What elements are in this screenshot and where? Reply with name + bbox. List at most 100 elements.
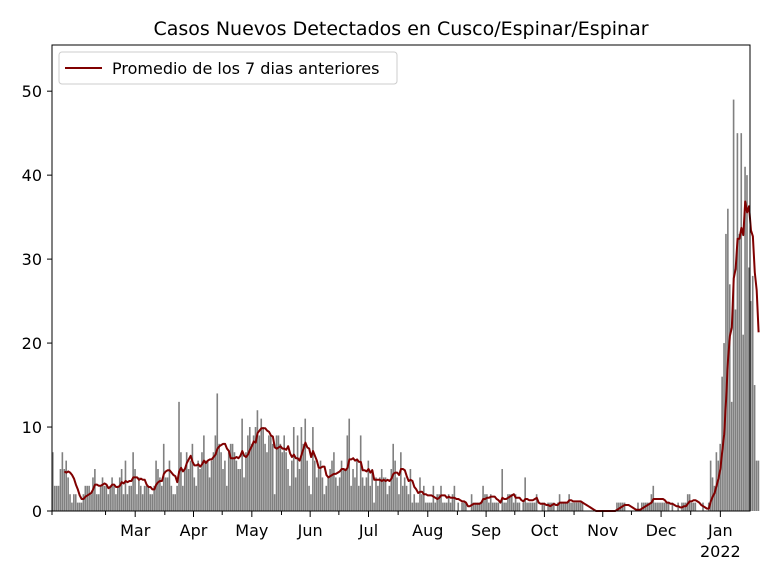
bar-day-166 bbox=[367, 460, 370, 511]
bar-day-19 bbox=[86, 485, 89, 511]
y-tick-label-20: 20 bbox=[22, 334, 42, 353]
bar-day-196 bbox=[424, 502, 427, 511]
bar-day-274 bbox=[574, 502, 576, 511]
bar-day-129 bbox=[296, 435, 299, 511]
legend-label: Promedio de los 7 dias anteriores bbox=[112, 59, 379, 78]
bar-day-149 bbox=[335, 477, 337, 511]
bar-day-5 bbox=[59, 469, 62, 511]
bar-day-98 bbox=[237, 469, 240, 511]
bar-day-12 bbox=[73, 494, 75, 511]
x-tick-label-jun: Jun bbox=[297, 521, 323, 540]
bar-day-3 bbox=[55, 485, 58, 511]
bar-day-363 bbox=[744, 166, 746, 511]
bar-day-68 bbox=[180, 452, 182, 511]
bar-day-209 bbox=[449, 502, 452, 511]
bar-day-200 bbox=[432, 485, 435, 511]
bar-day-92 bbox=[226, 485, 228, 511]
bar-day-356 bbox=[730, 401, 733, 511]
bar-day-350 bbox=[719, 443, 722, 511]
bar-day-195 bbox=[422, 485, 425, 511]
bar-day-216 bbox=[463, 502, 465, 511]
bar-day-150 bbox=[336, 485, 339, 511]
bar-day-29 bbox=[105, 485, 108, 511]
bar-day-271 bbox=[568, 494, 570, 511]
bar-day-365 bbox=[748, 267, 750, 511]
bar-day-240 bbox=[509, 494, 511, 511]
bar-day-99 bbox=[239, 469, 242, 511]
bar-day-71 bbox=[185, 452, 188, 511]
bar-day-335 bbox=[690, 502, 693, 511]
bar-day-222 bbox=[474, 502, 477, 511]
bar-day-100 bbox=[241, 418, 243, 511]
bar-day-86 bbox=[214, 435, 217, 511]
bar-day-272 bbox=[570, 502, 572, 511]
bar-day-159 bbox=[354, 477, 356, 511]
y-tick-label-0: 0 bbox=[32, 502, 42, 521]
bar-day-367 bbox=[751, 275, 754, 511]
x-tick-label-sep: Sep bbox=[471, 521, 501, 540]
bar-day-44 bbox=[134, 469, 136, 511]
bar-day-121 bbox=[281, 452, 284, 511]
bar-day-160 bbox=[356, 460, 358, 511]
bar-day-134 bbox=[306, 460, 308, 511]
bar-day-182 bbox=[398, 494, 400, 511]
bar-day-206 bbox=[444, 502, 446, 511]
bar-day-105 bbox=[250, 443, 253, 511]
bar-day-173 bbox=[380, 469, 383, 511]
x-tick-label-aug: Aug bbox=[412, 521, 443, 540]
legend-box bbox=[58, 51, 398, 85]
x-axis: Mar Apr May Jun Jul Aug Sep Oct Nov Dec Jan 2022 bbox=[51, 511, 741, 561]
y-tick-label-40: 40 bbox=[22, 166, 42, 185]
bar-day-88 bbox=[218, 443, 220, 511]
bar-day-112 bbox=[264, 443, 266, 511]
bar-day-21 bbox=[90, 494, 92, 511]
bar-day-20 bbox=[88, 485, 90, 511]
bar-day-296 bbox=[616, 502, 618, 511]
bar-day-115 bbox=[270, 435, 272, 511]
bar-day-232 bbox=[493, 502, 496, 511]
bar-day-6 bbox=[61, 452, 64, 511]
bar-day-101 bbox=[243, 477, 245, 511]
bar-day-52 bbox=[149, 494, 152, 511]
bar-day-50 bbox=[145, 485, 148, 511]
bar-day-104 bbox=[248, 427, 251, 511]
bar-day-91 bbox=[224, 460, 226, 511]
bar-day-147 bbox=[331, 460, 333, 511]
bar-day-210 bbox=[451, 494, 454, 511]
bar-day-83 bbox=[208, 477, 211, 511]
bar-day-103 bbox=[247, 435, 249, 511]
bar-day-242 bbox=[512, 502, 515, 511]
bar-day-313 bbox=[648, 502, 651, 511]
bar-day-39 bbox=[124, 460, 127, 511]
bar-day-123 bbox=[285, 452, 287, 511]
bar-day-359 bbox=[736, 133, 739, 511]
bar-day-187 bbox=[407, 494, 410, 511]
bar-day-131 bbox=[300, 427, 303, 511]
bar-day-265 bbox=[556, 502, 559, 511]
bar-day-244 bbox=[516, 502, 519, 511]
bar-day-252 bbox=[531, 502, 534, 511]
bar-day-41 bbox=[128, 485, 131, 511]
bar-day-34 bbox=[115, 494, 117, 511]
bar-day-35 bbox=[117, 485, 119, 511]
bar-day-128 bbox=[294, 477, 297, 511]
bar-day-137 bbox=[312, 427, 314, 511]
bar-day-72 bbox=[187, 469, 190, 511]
bar-day-224 bbox=[478, 502, 481, 511]
bar-day-322 bbox=[665, 502, 668, 511]
bar-day-78 bbox=[199, 469, 201, 511]
bar-day-80 bbox=[203, 435, 205, 511]
bar-day-155 bbox=[346, 435, 349, 511]
bar-day-170 bbox=[375, 477, 377, 511]
bar-day-151 bbox=[338, 477, 341, 511]
bar-day-208 bbox=[447, 494, 450, 511]
bar-day-13 bbox=[74, 494, 77, 511]
bar-day-309 bbox=[641, 502, 643, 511]
bar-day-270 bbox=[566, 502, 569, 511]
bar-day-251 bbox=[530, 502, 532, 511]
bar-day-23 bbox=[94, 469, 96, 511]
bar-day-65 bbox=[174, 494, 176, 511]
bar-day-18 bbox=[84, 485, 87, 511]
bar-day-358 bbox=[734, 309, 737, 511]
bar-day-89 bbox=[220, 452, 222, 511]
